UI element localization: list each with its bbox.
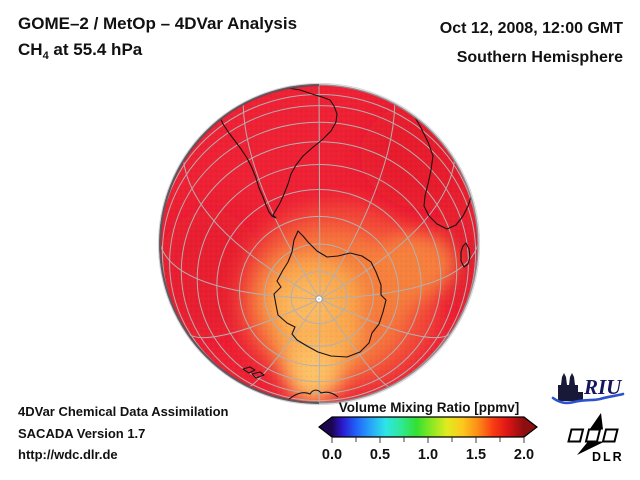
dlr-logo: DLR: [556, 408, 640, 472]
credit-line-1: 4DVar Chemical Data Assimilation: [18, 404, 229, 419]
coast-australia-edge: [287, 389, 339, 401]
coastlines: [217, 87, 478, 401]
tick-label: 2.0: [513, 447, 535, 463]
credit-url: http://wdc.dlr.de: [18, 447, 118, 462]
pole-marker: [315, 295, 323, 303]
dlr-wordmark: DLR: [592, 450, 624, 464]
coast-africa: [395, 89, 478, 230]
colorbar-gradient: [318, 416, 538, 443]
riu-wave-icon: [551, 392, 625, 405]
date-label: Oct 12, 2008, 12:00 GMT: [439, 20, 623, 37]
header-right: Oct 12, 2008, 12:00 GMT Southern Hemisph…: [440, 14, 623, 72]
credit-line-2: SACADA Version 1.7: [18, 425, 146, 441]
coast-antarctica: [273, 230, 387, 358]
dlr-emblem-icon: [567, 413, 619, 455]
plot-title: GOME–2 / MetOp – 4DVar Analysis: [18, 14, 298, 33]
riu-logo: RIU: [548, 371, 640, 407]
chemical-subscript: 4: [42, 50, 49, 62]
tick-label: 1.5: [465, 447, 487, 463]
tick-label: 0.5: [369, 447, 391, 463]
graticule: [160, 85, 478, 403]
colorbar-tick-labels: 0.0 0.5 1.0 1.5 2.0: [318, 447, 540, 465]
chemical-symbol: CH: [18, 40, 43, 59]
globe-rim: [157, 82, 481, 406]
colorbar-arrow-bar: [318, 416, 538, 438]
footer-credits: 4DVar Chemical Data Assimilation SACADA …: [18, 401, 229, 466]
header-left: GOME–2 / MetOp – 4DVar Analysis CH4 at 5…: [18, 11, 297, 69]
colorbar-title: Volume Mixing Ratio [ppmv]: [338, 400, 520, 415]
tick-label: 0.0: [321, 447, 343, 463]
coast-madagascar: [460, 242, 471, 268]
tick-label: 1.0: [417, 447, 439, 463]
colorbar: Volume Mixing Ratio [ppmv]: [318, 400, 540, 463]
hemisphere-label: Southern Hemisphere: [456, 49, 623, 66]
colorbar-ticks: [331, 437, 525, 443]
coast-new-zealand: [242, 366, 265, 379]
cathedral-icon: [558, 373, 583, 401]
plot-subtitle: CH4 at 55.4 hPa: [18, 37, 297, 69]
pressure-level: at 55.4 hPa: [48, 40, 143, 59]
coast-south-america: [217, 87, 338, 219]
